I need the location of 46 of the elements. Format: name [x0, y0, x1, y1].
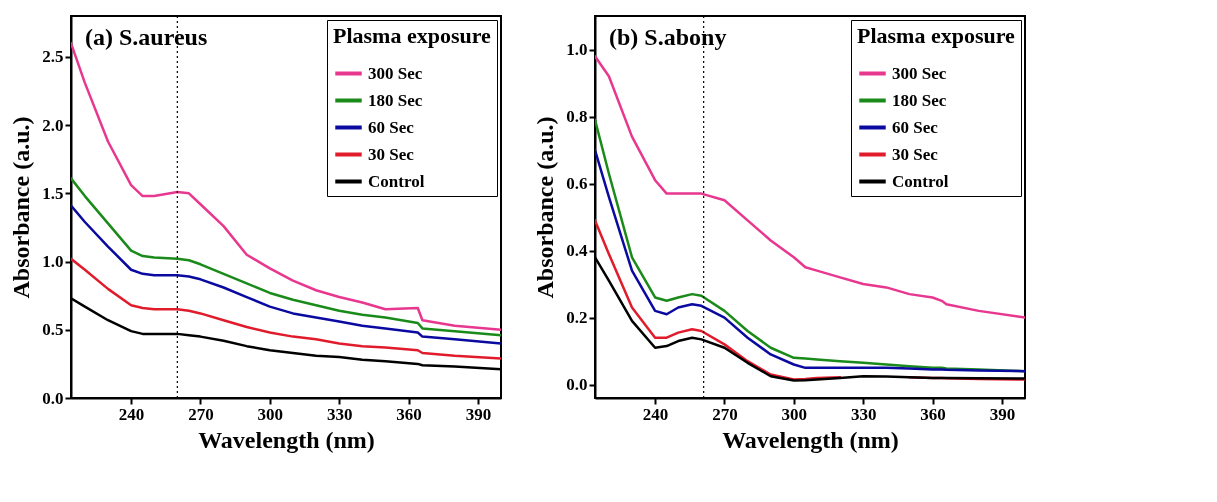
legend-title: Plasma exposure [333, 23, 492, 48]
x-tick-label: 300 [781, 404, 808, 424]
x-tick-label: 360 [396, 404, 422, 424]
legend-label: 300 Sec [892, 63, 947, 83]
legend-label: 30 Sec [368, 144, 415, 164]
line-series [71, 177, 501, 337]
legend-label: 180 Sec [368, 90, 423, 110]
y-tick-label: 1.0 [566, 40, 588, 60]
y-tick-label: 0.6 [566, 174, 588, 194]
y-tick-label: 1.0 [42, 252, 64, 272]
y-tick-label: 0.8 [566, 107, 588, 127]
x-axis-title: Wavelength (nm) [198, 426, 375, 453]
y-tick-label: 0.0 [566, 375, 588, 395]
x-tick-label: 390 [989, 404, 1016, 424]
y-axis-title: Absorbance (a.u.) [532, 116, 559, 299]
legend-label: 30 Sec [892, 144, 939, 164]
x-axis-title: Wavelength (nm) [722, 426, 899, 453]
annotation: (a) S.aureus [85, 24, 208, 50]
x-tick-label: 240 [642, 404, 669, 424]
legend-label: Control [892, 171, 949, 191]
line-series [71, 204, 501, 345]
legend-label: 180 Sec [892, 90, 947, 110]
x-tick-label: 270 [188, 404, 214, 424]
x-tick-label: 330 [326, 404, 353, 424]
legend-label: 60 Sec [892, 117, 939, 137]
line-series [595, 54, 1025, 319]
x-tick-label: 330 [850, 404, 877, 424]
y-tick-label: 0.4 [566, 241, 588, 261]
x-tick-label: 300 [257, 404, 284, 424]
y-tick-label: 0.2 [566, 308, 588, 328]
y-tick-label: 1.5 [42, 183, 64, 203]
x-tick-label: 240 [118, 404, 145, 424]
legend-label: 300 Sec [368, 63, 423, 83]
line-series [71, 257, 501, 360]
y-tick-label: 0.0 [42, 388, 64, 408]
legend-title: Plasma exposure [857, 23, 1016, 48]
x-tick-label: 270 [712, 404, 738, 424]
x-tick-label: 390 [465, 404, 492, 424]
x-tick-label: 360 [920, 404, 946, 424]
y-tick-label: 2.5 [42, 47, 64, 67]
y-tick-label: 0.5 [42, 320, 64, 340]
y-axis-title: Absorbance (a.u.) [8, 116, 35, 299]
y-tick-label: 2.0 [42, 115, 64, 135]
legend-label: 60 Sec [368, 117, 415, 137]
legend-label: Control [368, 171, 425, 191]
annotation: (b) S.abony [609, 24, 727, 50]
